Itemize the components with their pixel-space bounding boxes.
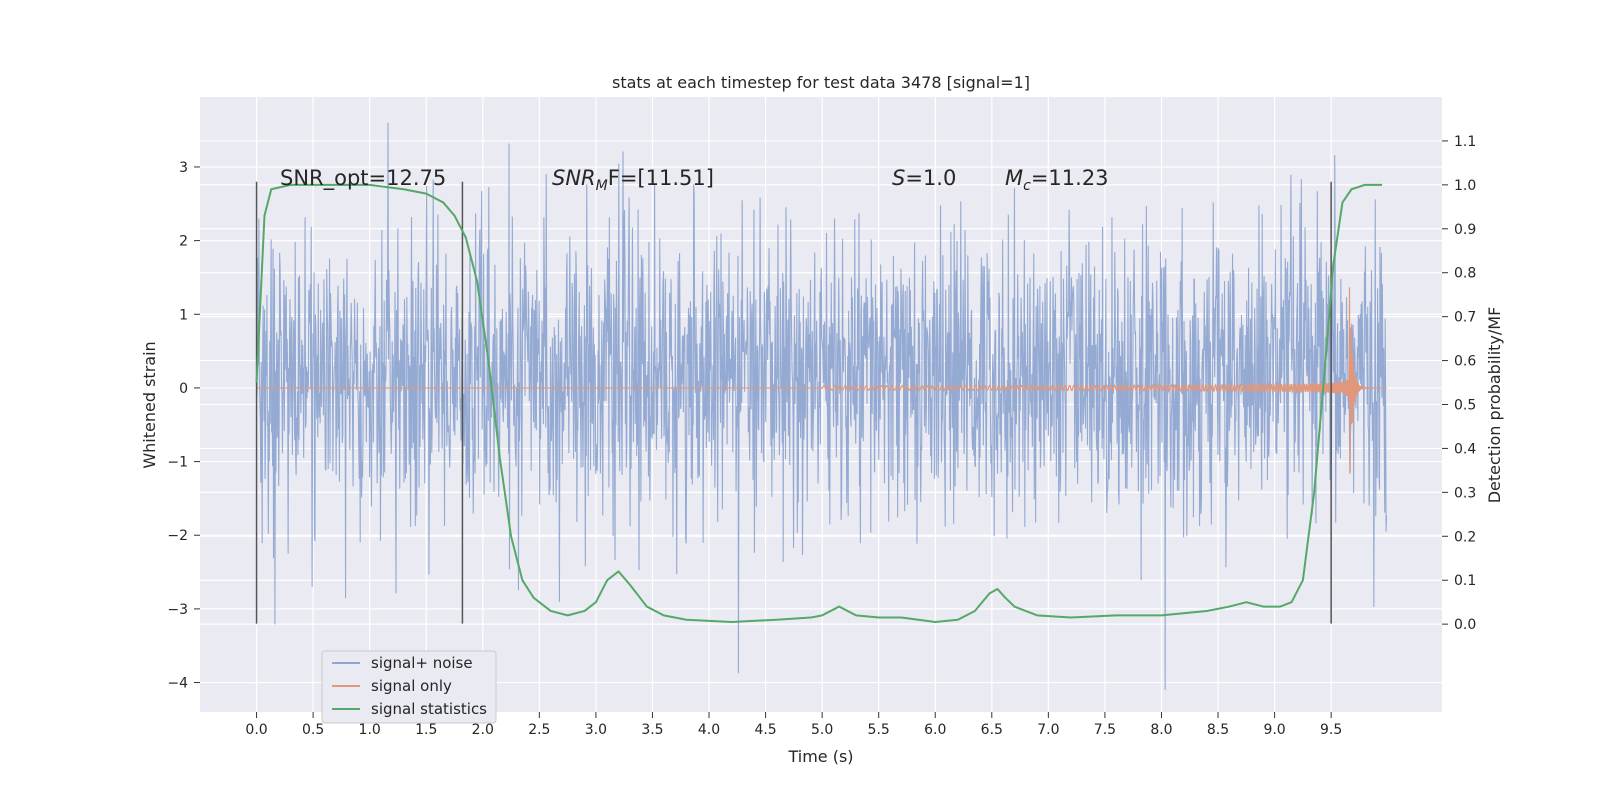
signal-statistics-series <box>255 183 1383 623</box>
y-left-tick-label: 2 <box>179 234 188 250</box>
x-tick-label: 8.0 <box>1150 722 1172 738</box>
y-right-tick-label: 0.6 <box>1454 354 1476 370</box>
signal-only-series <box>256 287 1387 473</box>
annotation-snr-opt: SNR_opt=12.75 <box>280 166 446 191</box>
x-tick-label: 0.5 <box>302 722 324 738</box>
y-right-tick-label: 0.1 <box>1454 573 1476 589</box>
legend-box <box>321 650 497 724</box>
x-tick-label: 2.0 <box>472 722 494 738</box>
x-tick-label: 6.5 <box>981 722 1003 738</box>
x-tick-label: 3.5 <box>641 722 663 738</box>
legend-label-signal-only: signal only <box>371 677 452 695</box>
y-left-tick-label: 1 <box>179 307 188 323</box>
x-tick-label: 1.5 <box>415 722 437 738</box>
legend-label-signal-statistics: signal statistics <box>371 700 487 718</box>
y-right-tick-label: 1.0 <box>1454 178 1476 194</box>
x-tick-label: 3.0 <box>585 722 607 738</box>
annotation-mc: Mc=11.23 <box>1005 166 1109 194</box>
legend: signal+ noise signal only signal statist… <box>321 650 497 724</box>
y-axis-label-right: Detection probability/MF <box>1485 307 1504 504</box>
x-tick-label: 9.5 <box>1320 722 1342 738</box>
y-left-tick-label: −3 <box>167 602 188 618</box>
y-right-tick-label: 0.4 <box>1454 441 1476 457</box>
annotation-snr-mf: SNRMF=[11.51] <box>552 166 714 194</box>
y-right-tick-label: 0.9 <box>1454 222 1476 238</box>
x-axis-label: Time (s) <box>787 747 853 766</box>
signal-statistics-line <box>255 183 1383 623</box>
x-tick-label: 5.0 <box>811 722 833 738</box>
y-right-tick-label: 0.0 <box>1454 617 1476 633</box>
vertical-markers <box>255 181 1332 624</box>
y-left-tick-label: −1 <box>167 455 188 471</box>
y-right-tick-label: 0.5 <box>1454 398 1476 414</box>
legend-label-signal-noise: signal+ noise <box>371 654 473 672</box>
y-axis-label-left: Whitened strain <box>140 341 159 468</box>
y-left-tick-label: 3 <box>179 160 188 176</box>
x-tick-label: 4.0 <box>698 722 720 738</box>
chart-title: stats at each timestep for test data 347… <box>612 73 1030 92</box>
annotation-s: S=1.0 <box>892 166 956 190</box>
x-tick-label: 1.0 <box>359 722 381 738</box>
x-tick-label: 7.5 <box>1094 722 1116 738</box>
y-left-tick-label: −4 <box>167 676 188 692</box>
signal-only-line <box>256 287 1387 473</box>
x-tick-label: 4.5 <box>754 722 776 738</box>
signal-plus-noise-series <box>256 122 1388 690</box>
y-right-tick-label: 1.1 <box>1454 134 1476 150</box>
x-tick-label: 6.0 <box>924 722 946 738</box>
y-right-tick-label: 0.3 <box>1454 485 1476 501</box>
signal-plus-noise-line <box>256 122 1388 690</box>
y-right-tick-label: 0.7 <box>1454 310 1476 326</box>
tick-labels: 0.0 0.5 1.0 1.5 2.0 2.5 3.0 3.5 4.0 4.5 5.0 5.5 6.0 6… <box>167 134 1476 738</box>
x-tick-label: 0.0 <box>245 722 267 738</box>
y-left-tick-label: −2 <box>167 528 188 544</box>
y-left-tick-label: 0 <box>179 381 188 397</box>
x-tick-label: 7.0 <box>1037 722 1059 738</box>
y-right-tick-label: 0.2 <box>1454 529 1476 545</box>
x-tick-label: 9.0 <box>1263 722 1285 738</box>
x-tick-label: 5.5 <box>868 722 890 738</box>
x-tick-label: 8.5 <box>1207 722 1229 738</box>
y-right-tick-label: 0.8 <box>1454 266 1476 282</box>
x-tick-label: 2.5 <box>528 722 550 738</box>
